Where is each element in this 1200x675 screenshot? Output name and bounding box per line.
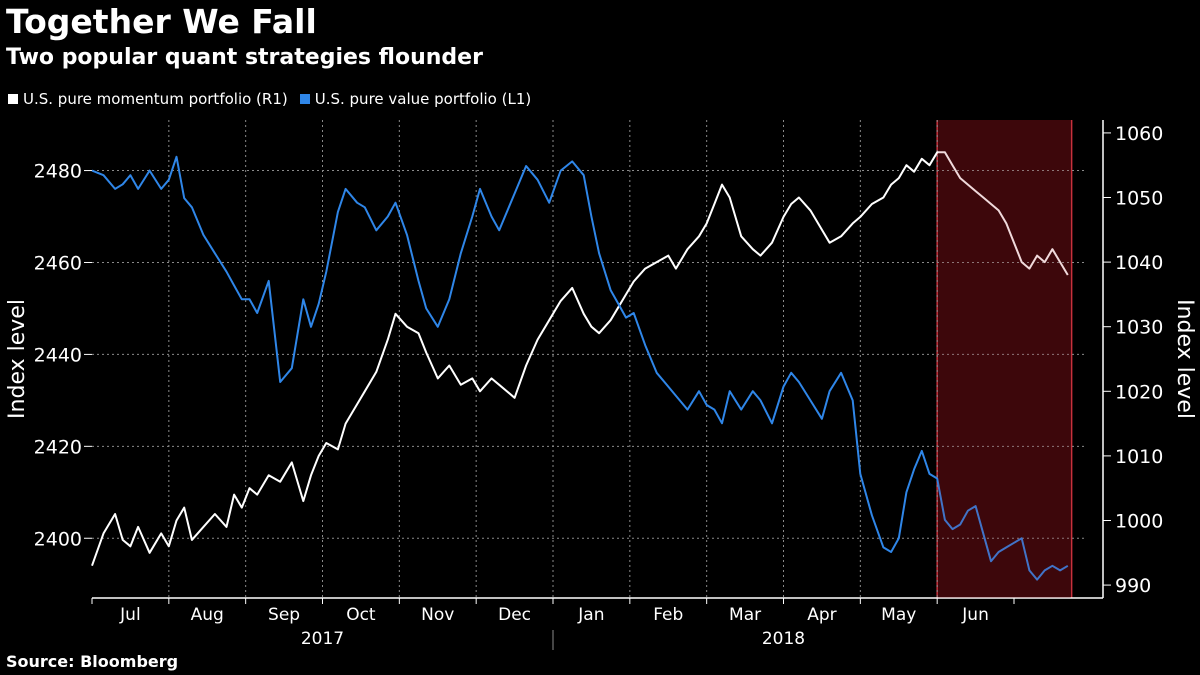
legend-label-momentum: U.S. pure momentum portfolio (R1) xyxy=(23,90,288,108)
left-axis-title: Index level xyxy=(5,299,30,419)
x-tick-label: Apr xyxy=(807,605,836,625)
x-tick-label: Jul xyxy=(119,605,141,625)
chart-title: Together We Fall xyxy=(6,2,317,41)
legend-item-value: U.S. pure value portfolio (L1) xyxy=(299,90,532,108)
legend: U.S. pure momentum portfolio (R1) U.S. p… xyxy=(8,90,543,108)
source-note: Source: Bloomberg xyxy=(6,652,179,671)
right-tick-label: 990 xyxy=(1115,575,1151,597)
left-tick-label: 2480 xyxy=(34,161,82,183)
legend-swatch-value xyxy=(299,94,310,104)
left-tick-label: 2420 xyxy=(34,436,82,458)
legend-item-momentum: U.S. pure momentum portfolio (R1) xyxy=(8,90,288,108)
series-line-value xyxy=(91,155,1069,581)
chart-subtitle: Two popular quant strategies flounder xyxy=(6,45,483,70)
x-tick-label: Mar xyxy=(729,605,761,625)
highlight-band xyxy=(937,120,1072,598)
series-line-momentum xyxy=(91,151,1069,567)
x-tick-label: Dec xyxy=(498,605,531,625)
right-tick-label: 1020 xyxy=(1115,381,1163,403)
x-tick-label: Jan xyxy=(577,605,604,625)
right-tick-label: 1050 xyxy=(1115,188,1163,210)
year-label-2018: 2018 xyxy=(762,629,805,649)
x-tick-label: Sep xyxy=(268,605,300,625)
right-tick-label: 1000 xyxy=(1115,510,1163,532)
left-tick-label: 2460 xyxy=(34,252,82,274)
legend-label-value: U.S. pure value portfolio (L1) xyxy=(314,90,532,108)
right-tick-label: 1030 xyxy=(1115,317,1163,339)
year-label-2017: 2017 xyxy=(301,629,344,649)
legend-swatch-momentum xyxy=(8,94,18,104)
right-tick-label: 1010 xyxy=(1115,446,1163,468)
x-tick-label: Jun xyxy=(961,605,989,625)
x-tick-label: Nov xyxy=(421,605,454,625)
x-tick-label: Aug xyxy=(191,605,224,625)
right-axis-title: Index level xyxy=(1172,299,1197,419)
highlight-tint xyxy=(938,120,1071,598)
left-tick-label: 2440 xyxy=(34,344,82,366)
right-tick-label: 1040 xyxy=(1115,252,1163,274)
right-tick-label: 1060 xyxy=(1115,123,1163,145)
x-tick-label: Feb xyxy=(653,605,683,625)
x-tick-label: Oct xyxy=(346,605,376,625)
left-tick-label: 2400 xyxy=(34,528,82,550)
x-tick-label: May xyxy=(881,605,916,625)
